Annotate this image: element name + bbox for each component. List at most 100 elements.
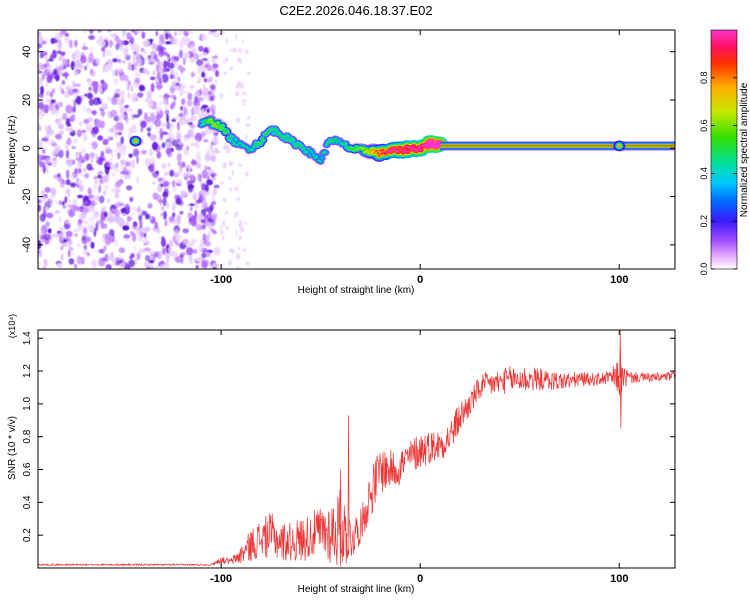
noise-blob: [93, 176, 98, 180]
noise-blob: [236, 265, 239, 269]
noise-blob: [88, 30, 94, 34]
noise-blob: [183, 90, 189, 95]
noise-blob: [178, 49, 183, 59]
noise-blob: [215, 69, 219, 78]
noise-blob: [236, 197, 241, 201]
x-tick-label: 100: [610, 573, 628, 585]
noise-blob: [74, 153, 80, 159]
noise-blob: [158, 40, 163, 44]
noise-blob: [78, 61, 84, 70]
noise-blob: [75, 53, 80, 60]
noise-blob: [77, 224, 85, 231]
ridge-blob: [411, 148, 414, 151]
noise-blob: [201, 131, 206, 138]
noise-blob: [87, 187, 92, 196]
ridge-blob: [334, 138, 338, 141]
noise-blob: [69, 173, 75, 180]
noise-blob: [61, 201, 65, 206]
noise-blob: [155, 114, 162, 120]
noise-blob: [212, 230, 217, 235]
ridge-blob: [416, 149, 419, 152]
noise-blob: [54, 199, 59, 205]
noise-blob: [128, 259, 135, 268]
noise-blob: [179, 210, 184, 215]
noise-blob: [224, 56, 229, 62]
noise-blob: [184, 134, 192, 139]
noise-blob: [67, 249, 71, 258]
noise-blob: [103, 246, 107, 251]
noise-blob: [38, 157, 42, 164]
noise-blob: [82, 227, 88, 234]
snr-x-ticks: -100 0 100: [210, 330, 628, 585]
noise-blob: [141, 210, 148, 216]
ridge-blob: [397, 151, 400, 154]
ridge-blob: [365, 149, 369, 152]
noise-blob: [183, 106, 188, 115]
noise-blob: [179, 40, 184, 50]
noise-blob: [228, 247, 234, 253]
ridge-feature: [133, 139, 138, 144]
ridge-blob: [277, 132, 281, 135]
noise-blob: [176, 214, 181, 225]
noise-blob: [176, 153, 182, 162]
noise-blob: [136, 92, 144, 98]
noise-blob: [206, 179, 214, 186]
noise-blob: [182, 239, 188, 245]
noise-blob: [49, 196, 52, 201]
noise-blob: [138, 211, 142, 216]
noise-blob: [93, 142, 98, 148]
noise-blob: [50, 193, 57, 198]
noise-blob: [187, 30, 194, 35]
ridge-blob: [307, 148, 311, 150]
noise-blob: [41, 190, 45, 195]
noise-blob: [54, 210, 59, 214]
noise-blob: [124, 238, 131, 242]
noise-blob: [212, 63, 219, 69]
noise-blob: [177, 76, 181, 82]
ridge-blob: [271, 128, 275, 130]
noise-blob: [189, 85, 195, 89]
noise-blob: [238, 163, 242, 167]
noise-blob: [161, 238, 166, 248]
x-tick-label: -100: [210, 573, 232, 585]
noise-blob: [116, 152, 122, 158]
noise-blob: [94, 179, 98, 184]
x-tick-label: -100: [210, 274, 232, 286]
noise-blob: [110, 33, 115, 38]
noise-blob: [45, 160, 50, 164]
noise-blob: [78, 212, 86, 220]
noise-blob: [119, 159, 126, 165]
noise-blob: [199, 173, 202, 183]
ridge-blob: [199, 124, 203, 127]
noise-blob: [187, 184, 195, 190]
noise-blob: [136, 30, 144, 34]
noise-blob: [45, 221, 50, 228]
noise-blob: [105, 148, 112, 154]
noise-blob: [109, 164, 115, 168]
noise-blob: [74, 70, 78, 76]
noise-blob: [97, 170, 104, 176]
noise-blob: [118, 247, 126, 254]
noise-blob: [69, 182, 77, 187]
ridge-blob: [388, 148, 392, 151]
noise-blob: [62, 59, 68, 67]
ridge-blob: [222, 128, 226, 131]
noise-blob: [52, 49, 57, 59]
noise-blob: [127, 92, 131, 98]
noise-blob: [65, 188, 70, 194]
colorbar-tick-label: 0.6: [699, 119, 709, 132]
ridge-blob: [259, 142, 263, 145]
ridge-blob: [377, 154, 381, 157]
noise-blob: [86, 252, 91, 257]
noise-blob: [78, 184, 84, 192]
noise-blob: [89, 152, 95, 158]
noise-blob: [190, 57, 196, 62]
noise-blob: [113, 115, 120, 122]
noise-blob: [52, 157, 57, 161]
noise-blob: [161, 236, 165, 240]
noise-blob: [241, 103, 246, 106]
ridge-blob: [311, 151, 314, 154]
noise-blob: [182, 36, 189, 46]
noise-blob: [113, 93, 120, 98]
noise-blob: [127, 64, 133, 71]
